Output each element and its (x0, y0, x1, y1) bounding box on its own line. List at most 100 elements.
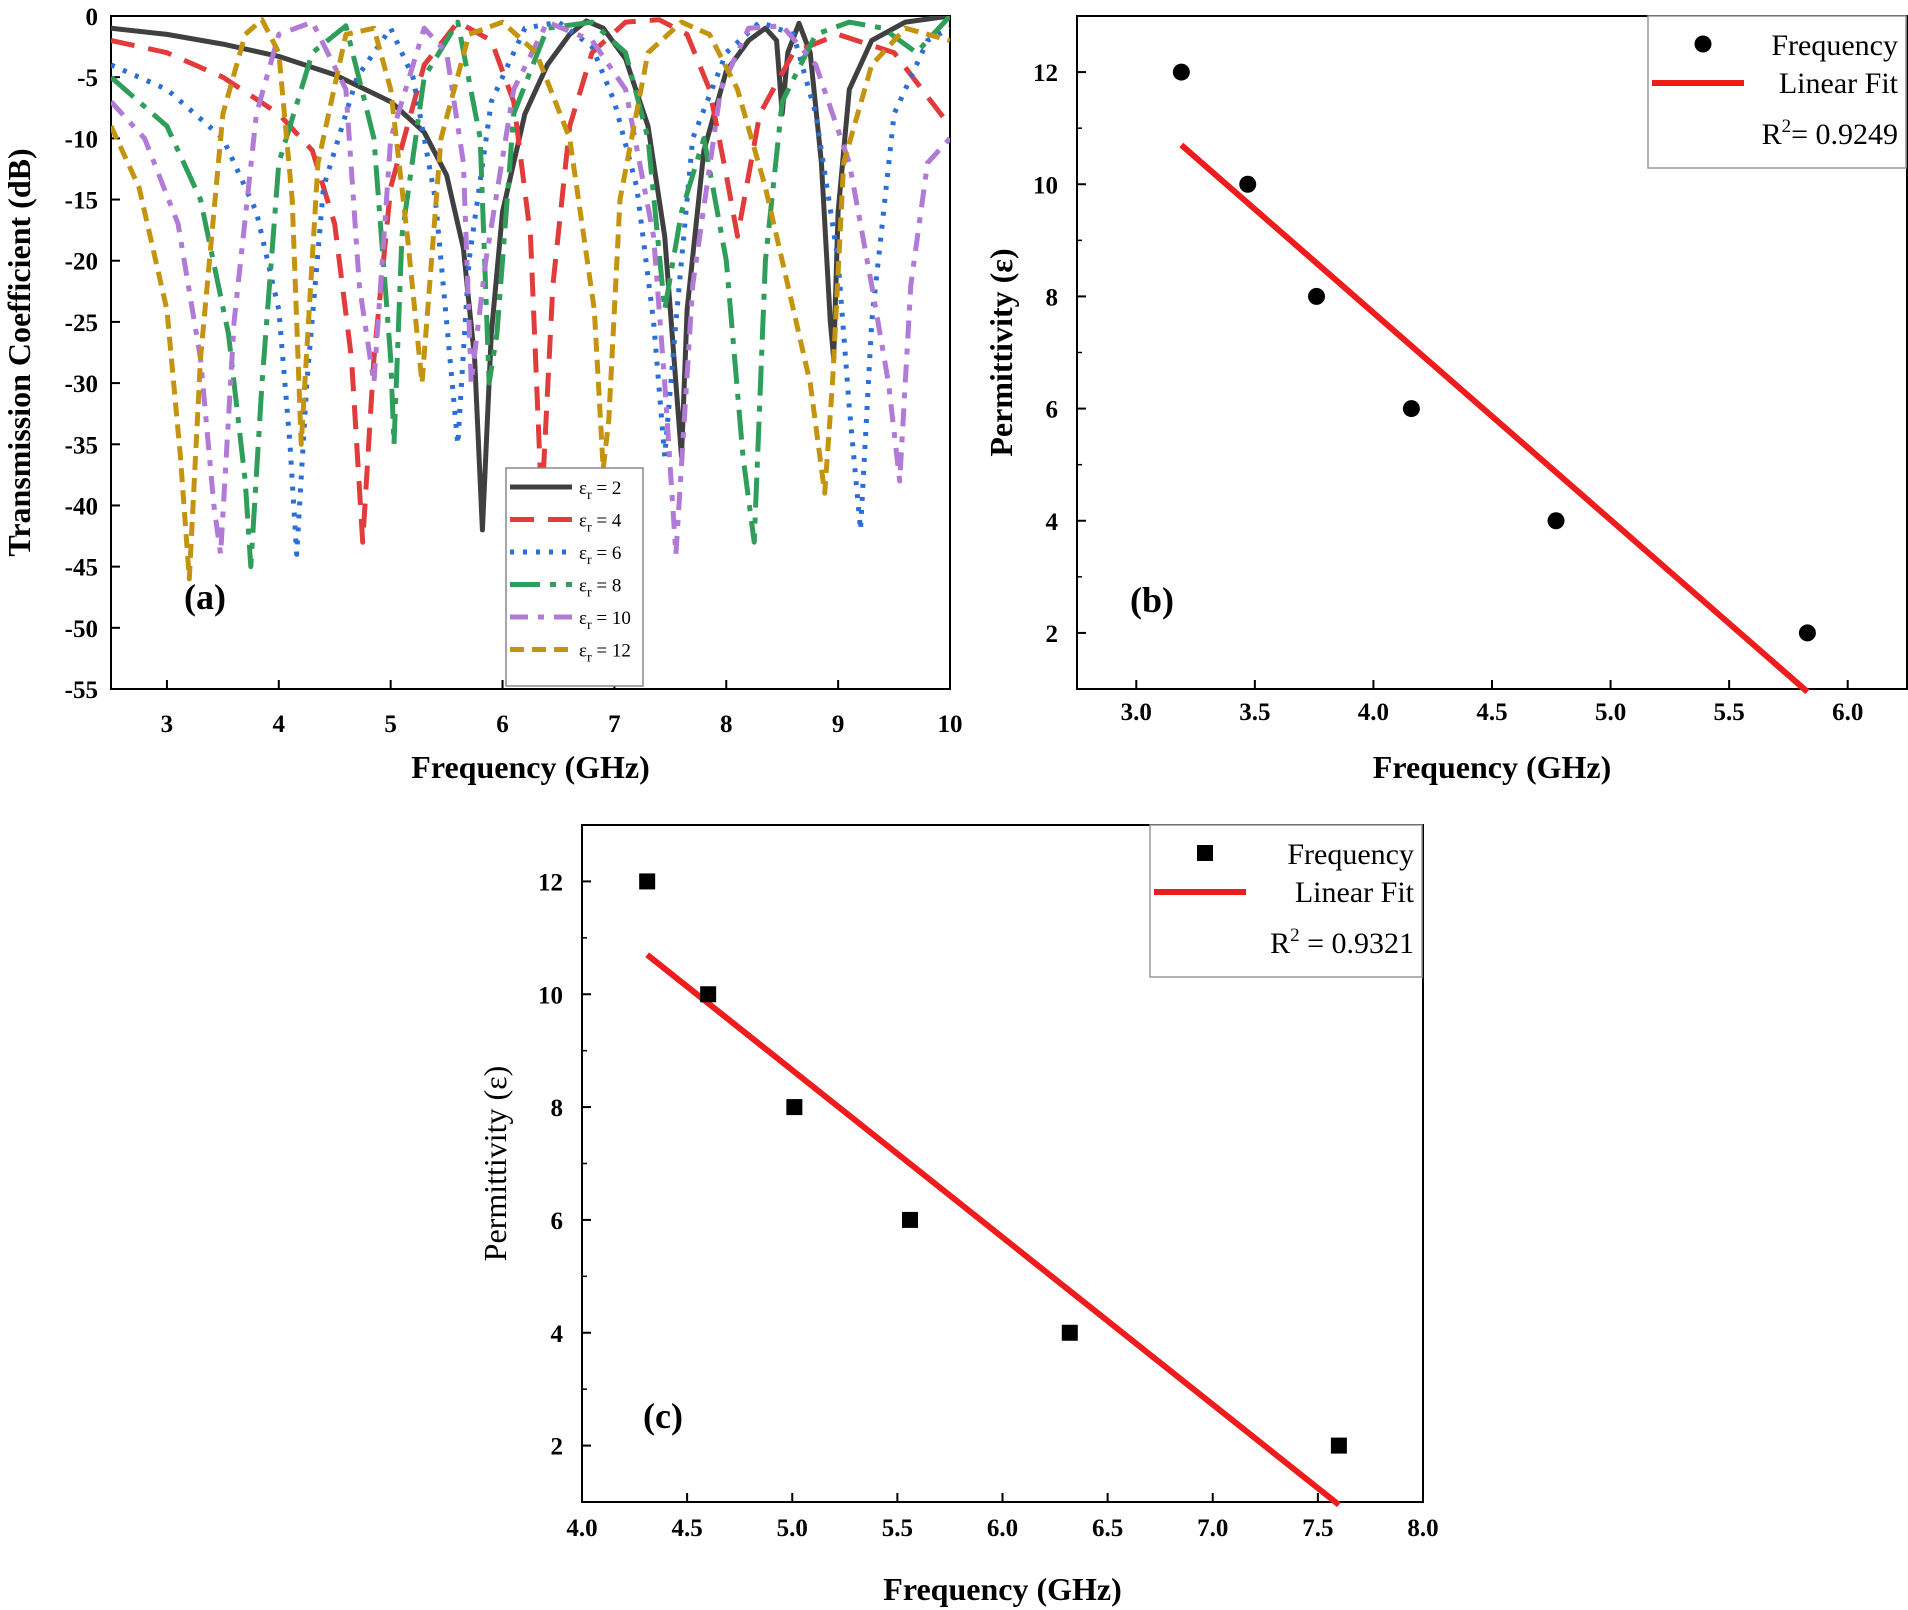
x-tick-label: 4.0 (566, 1515, 597, 1542)
x-tick-label: 8.0 (1407, 1515, 1438, 1542)
x-tick-label: 5 (384, 711, 397, 738)
legend-label: εr = 12 (579, 641, 631, 666)
x-tick-label: 4.0 (1358, 699, 1389, 726)
data-point (786, 1099, 803, 1116)
x-tick-label: 10 (938, 711, 963, 738)
x-tick-label: 3.0 (1121, 699, 1152, 726)
legend: Frequency Linear Fit R2 = 0.9321 (1149, 824, 1423, 978)
legend-r2: R2= 0.9249 (1762, 116, 1898, 151)
panel-label: (c) (643, 1396, 683, 1436)
x-tick-label: 5.5 (882, 1515, 913, 1542)
plot-frame (110, 15, 951, 690)
panel-label: (b) (1130, 580, 1174, 620)
data-point (1172, 63, 1190, 81)
y-tick-label: 6 (551, 1208, 564, 1235)
y-tick-label: 12 (538, 869, 563, 896)
legend-label: εr = 2 (579, 478, 621, 503)
data-point (1402, 400, 1420, 418)
chart-b: 3.0 3.5 4.0 4.5 5.0 5.5 6.0 2 4 6 8 10 12 Frequency (… (983, 15, 1908, 785)
fit-line (1179, 142, 1810, 695)
series-line (111, 19, 950, 557)
x-tick-label: 7.0 (1197, 1515, 1228, 1542)
series-line (111, 17, 950, 545)
legend-label: Frequency (1771, 29, 1898, 62)
y-axis-label: Transmission Coefficient (dB) (1, 148, 37, 556)
y-tick-label: 2 (1046, 621, 1059, 648)
series-group (111, 16, 950, 582)
y-tick-label: 4 (551, 1321, 564, 1348)
x-axis-label: Frequency (GHz) (411, 749, 649, 785)
x-tick-label: 5.0 (1595, 699, 1626, 726)
y-tick-label: 6 (1046, 397, 1059, 424)
x-tick-label: 7.5 (1302, 1515, 1333, 1542)
legend-r2: R2 = 0.9321 (1270, 925, 1414, 960)
x-tick-label: 3.5 (1239, 699, 1270, 726)
data-point (639, 873, 656, 890)
data-point (1330, 1437, 1347, 1454)
y-tick-label: 8 (551, 1095, 564, 1122)
y-tick-label: 8 (1046, 284, 1059, 311)
legend-label: Frequency (1287, 838, 1414, 871)
y-axis-label: Permittivity (ε) (477, 1066, 513, 1262)
y-tick-label: -55 (65, 677, 98, 704)
legend-box (1149, 824, 1423, 978)
x-axis-label: Frequency (GHz) (883, 1571, 1121, 1607)
x-tick-label: 6.0 (987, 1515, 1018, 1542)
legend-box (1647, 15, 1907, 169)
x-tick-label: 6.5 (1092, 1515, 1123, 1542)
x-tick-label: 9 (832, 711, 845, 738)
legend-label: εr = 6 (579, 543, 621, 568)
x-tick-label: 5.5 (1714, 699, 1745, 726)
y-tick-label: 12 (1033, 60, 1058, 87)
series-line (111, 19, 950, 557)
x-tick-label: 6.0 (1832, 699, 1863, 726)
data-point (1061, 1324, 1078, 1341)
y-tick-label: -10 (65, 126, 98, 153)
data-point (1308, 287, 1326, 305)
y-axis-label: Permittivity (ε) (983, 248, 1019, 456)
y-tick-label: 0 (86, 4, 99, 31)
data-point (1798, 624, 1816, 642)
chart-c: 4.0 4.5 5.0 5.5 6.0 6.5 7.0 7.5 8.0 2 4 6 8 10 12 Frequ… (477, 824, 1439, 1607)
y-tick-label: -45 (65, 555, 98, 582)
series-line (111, 17, 950, 582)
x-tick-label: 5.0 (777, 1515, 808, 1542)
y-tick-label: 10 (538, 982, 563, 1009)
y-tick-label: -20 (65, 249, 98, 276)
y-tick-label: -15 (65, 188, 98, 215)
y-tick-label: 4 (1046, 509, 1059, 536)
y-tick-label: -35 (65, 432, 98, 459)
y-tick-label: 10 (1033, 172, 1058, 199)
y-tick-label: -50 (65, 616, 98, 643)
series-line (111, 16, 950, 570)
y-tick-label: -30 (65, 371, 98, 398)
legend-box (505, 467, 644, 687)
legend-label: εr = 4 (579, 511, 622, 536)
y-tick-label: -25 (65, 310, 98, 337)
y-tick-label: 2 (551, 1434, 564, 1461)
legend-marker (1197, 845, 1213, 861)
legend-label: εr = 10 (579, 608, 631, 633)
x-tick-label: 8 (720, 711, 733, 738)
legend: Frequency Linear Fit R2= 0.9249 (1647, 15, 1907, 169)
y-tick-label: -40 (65, 493, 98, 520)
x-tick-label: 4 (273, 711, 286, 738)
legend: εr = 2 εr = 4 εr = 6 εr = 8 εr = 10 εr = 12 (505, 467, 644, 687)
legend-label: εr = 8 (579, 576, 621, 601)
chart-a: 3 4 5 6 7 8 9 10 0 -5 -10 -15 -20 -25 -30 -35 -40 -45 -50 -… (1, 4, 963, 785)
data-point (700, 986, 717, 1003)
x-tick-label: 6 (496, 711, 509, 738)
x-axis-label: Frequency (GHz) (1373, 749, 1611, 785)
y-tick-label: -5 (77, 65, 98, 92)
legend-marker (1694, 35, 1712, 53)
x-tick-label: 3 (161, 711, 174, 738)
legend-label: Linear Fit (1295, 876, 1415, 909)
legend-label: Linear Fit (1779, 67, 1899, 100)
data-point (1547, 512, 1565, 530)
panel-label: (a) (184, 577, 226, 617)
x-tick-label: 7 (608, 711, 621, 738)
x-tick-label: 4.5 (1476, 699, 1507, 726)
data-point (901, 1211, 918, 1228)
fit-line (645, 952, 1341, 1508)
